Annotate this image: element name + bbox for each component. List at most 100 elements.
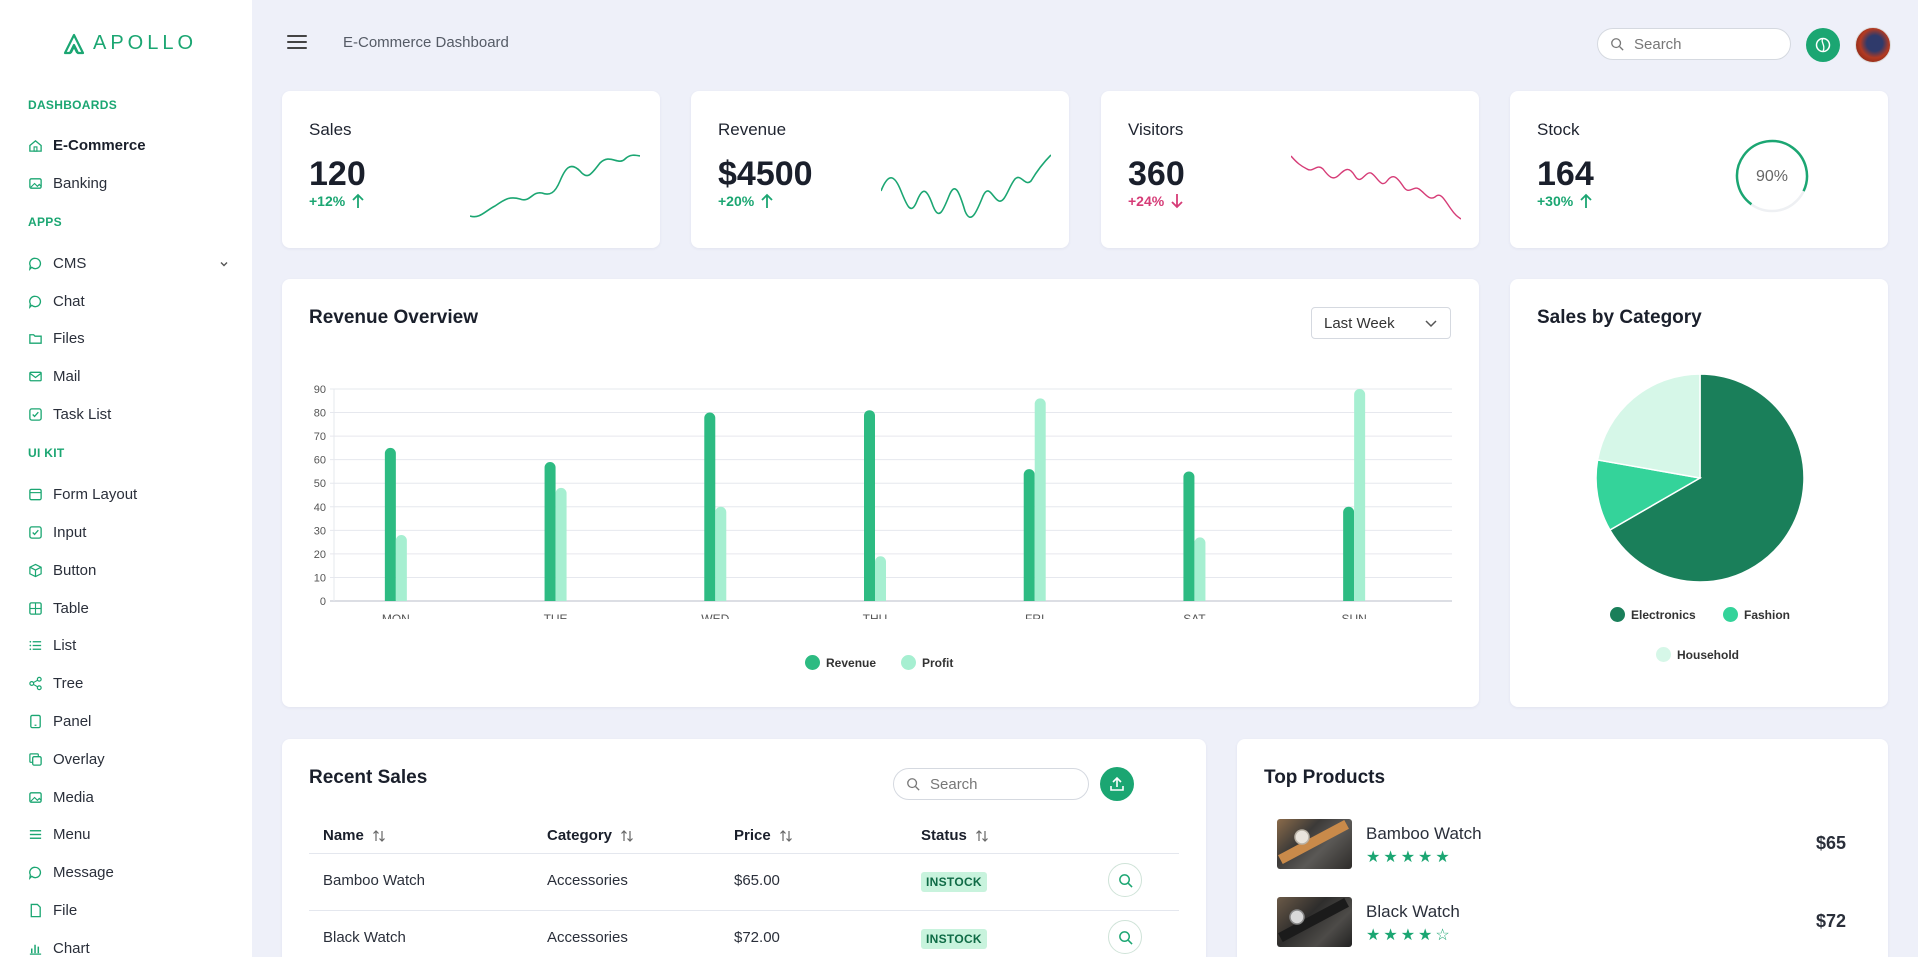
sidebar-item-message[interactable]: Message [28, 859, 236, 885]
search-icon [1118, 873, 1133, 888]
sidebar-item-label: Task List [53, 405, 112, 423]
sidebar-item-panel[interactable]: Panel [28, 708, 236, 734]
sidebar-item-label: Message [53, 863, 114, 881]
sort-icon [975, 829, 988, 842]
hamburger-menu-icon[interactable] [287, 35, 307, 51]
bar-profit-thu[interactable] [875, 556, 886, 601]
bar-profit-wed[interactable] [715, 506, 727, 601]
sidebar-item-tree[interactable]: Tree [28, 670, 236, 696]
bar-revenue-fri[interactable] [1023, 469, 1035, 601]
x-tick-label: MON [382, 612, 410, 619]
card-title: Sales by Category [1537, 307, 1702, 328]
legend-label: Profit [922, 655, 954, 670]
bar-profit-fri[interactable] [1034, 398, 1046, 601]
sidebar-item-label: Menu [53, 825, 91, 843]
sidebar-item-label: List [53, 636, 77, 654]
sidebar-item-label: Banking [53, 174, 108, 192]
y-tick-label: 60 [314, 455, 326, 467]
bar-profit-tue[interactable] [555, 487, 567, 601]
sidebar-item-label: Tree [53, 674, 84, 692]
arrow-up-icon [352, 193, 364, 208]
column-header-price[interactable]: Price [734, 827, 793, 844]
sidebar-item-list[interactable]: List [28, 632, 236, 658]
bar-revenue-sat[interactable] [1183, 471, 1195, 601]
sidebar-item-button[interactable]: Button [28, 557, 236, 583]
product-name[interactable]: Bamboo Watch [1366, 824, 1482, 843]
watch-icon [1278, 819, 1349, 865]
column-header-status[interactable]: Status [921, 827, 989, 844]
sidebar-item-task-list[interactable]: Task List [28, 401, 236, 427]
pie-slice-electronics[interactable] [1608, 373, 1805, 583]
y-tick-label: 50 [314, 478, 326, 490]
bar-revenue-mon[interactable] [384, 447, 396, 601]
bar-chart-icon [28, 941, 43, 956]
image-icon [28, 790, 43, 805]
sidebar-item-overlay[interactable]: Overlay [28, 746, 236, 772]
column-header-name[interactable]: Name [323, 827, 386, 844]
bar-profit-mon[interactable] [395, 535, 407, 601]
category-pie-chart [1595, 373, 1805, 583]
sidebar-item-label: Chat [53, 292, 85, 310]
y-tick-label: 40 [314, 502, 326, 514]
bar-revenue-tue[interactable] [544, 462, 556, 601]
view-row-button[interactable] [1108, 920, 1142, 954]
sidebar-item-media[interactable]: Media [28, 784, 236, 810]
sidebar-item-label: Button [53, 561, 97, 579]
sidebar-item-file[interactable]: File [28, 897, 236, 923]
star-filled-icon: ★ [1400, 927, 1416, 944]
sidebar-item-form-layout[interactable]: Form Layout [28, 481, 236, 507]
export-button[interactable] [1100, 767, 1134, 801]
layout-icon [28, 487, 43, 502]
legend-item-fashion[interactable]: Fashion [1723, 607, 1790, 622]
theme-toggle-button[interactable] [1806, 28, 1840, 62]
top-products-card: Top Products Bamboo Watch ★ ★ ★ ★ ★ $65 Blac… [1237, 739, 1888, 957]
legend-item-household[interactable]: Household [1656, 647, 1739, 662]
column-header-category[interactable]: Category [547, 827, 634, 844]
pie-slice-fashion[interactable] [1595, 459, 1703, 532]
sidebar-item-e-commerce[interactable]: E-Commerce [28, 132, 236, 158]
star-filled-icon: ★ [1418, 927, 1433, 944]
top-search[interactable] [1597, 28, 1791, 60]
sidebar-item-menu[interactable]: Menu [28, 821, 236, 847]
pie-slice-household[interactable] [1596, 373, 1701, 479]
search-input[interactable] [1634, 35, 1774, 53]
revenue-overview-card: Revenue Overview Last Week 0 10 20 30 40 50 60… [282, 279, 1479, 707]
y-tick-label: 70 [314, 431, 326, 443]
sidebar-item-label: Mail [53, 367, 81, 385]
cell-name: Black Watch [323, 929, 406, 946]
period-select[interactable]: Last Week [1311, 307, 1451, 339]
product-image[interactable] [1277, 819, 1352, 869]
column-label: Name [323, 827, 364, 844]
sidebar-item-input[interactable]: Input [28, 519, 236, 545]
view-row-button[interactable] [1108, 863, 1142, 897]
arrow-up-icon [1580, 193, 1592, 208]
table-search-input[interactable] [930, 775, 1070, 793]
cell-category: Accessories [547, 872, 628, 889]
sidebar-item-table[interactable]: Table [28, 595, 236, 621]
message-icon [28, 865, 43, 880]
bar-revenue-sun[interactable] [1343, 506, 1355, 601]
bar-revenue-thu[interactable] [864, 410, 875, 601]
sort-icon [779, 829, 792, 842]
bar-profit-sun[interactable] [1354, 389, 1366, 601]
sidebar-item-label: CMS [53, 254, 87, 272]
sidebar-section-label: APPS [28, 215, 62, 229]
product-image[interactable] [1277, 897, 1352, 947]
product-name[interactable]: Black Watch [1366, 902, 1460, 921]
bar-revenue-wed[interactable] [704, 412, 716, 601]
sidebar-item-mail[interactable]: Mail [28, 363, 236, 389]
sidebar-item-chat[interactable]: Chat [28, 288, 236, 314]
star-empty-icon: ☆ [1435, 927, 1450, 944]
legend-item-electronics[interactable]: Electronics [1610, 607, 1696, 622]
stat-change-value: +30% [1537, 193, 1574, 209]
user-avatar[interactable] [1855, 27, 1891, 63]
sidebar-item-files[interactable]: Files [28, 325, 236, 351]
bar-profit-sat[interactable] [1194, 537, 1206, 601]
table-search[interactable] [893, 768, 1089, 800]
legend-item-profit[interactable]: Profit [901, 655, 953, 670]
sidebar-item-chart[interactable]: Chart [28, 935, 236, 957]
sidebar-item-cms[interactable]: CMS [28, 250, 236, 276]
sidebar-item-banking[interactable]: Banking [28, 170, 236, 196]
legend-item-revenue[interactable]: Revenue [805, 655, 876, 670]
brand-logo[interactable]: APOLLO [63, 32, 197, 55]
